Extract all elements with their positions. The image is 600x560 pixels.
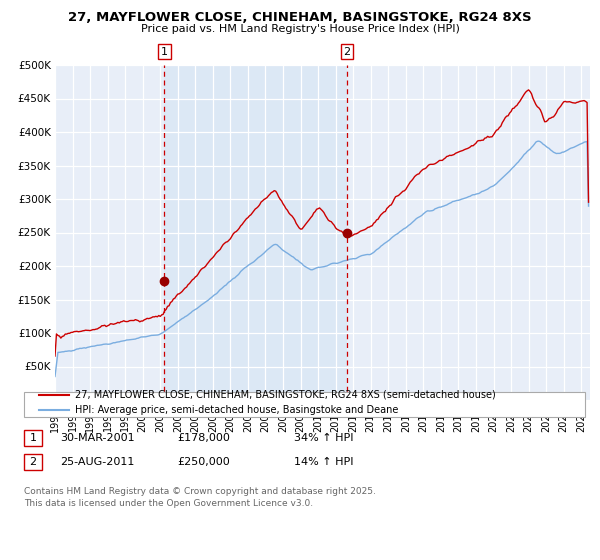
Text: 34% ↑ HPI: 34% ↑ HPI [294, 433, 353, 443]
Bar [164, 65, 347, 400]
Text: £250,000: £250,000 [177, 457, 230, 467]
Text: HPI: Average price, semi-detached house, Basingstoke and Deane: HPI: Average price, semi-detached house,… [75, 405, 398, 415]
Text: 27, MAYFLOWER CLOSE, CHINEHAM, BASINGSTOKE, RG24 8XS (semi-detached house): 27, MAYFLOWER CLOSE, CHINEHAM, BASINGSTO… [75, 390, 496, 399]
Text: 2: 2 [29, 457, 37, 467]
Text: 30-MAR-2001: 30-MAR-2001 [60, 433, 134, 443]
Text: £178,000: £178,000 [177, 433, 230, 443]
Text: Contains HM Land Registry data © Crown copyright and database right 2025.
This d: Contains HM Land Registry data © Crown c… [24, 487, 376, 508]
Text: 25-AUG-2011: 25-AUG-2011 [60, 457, 134, 467]
Text: 1: 1 [161, 46, 168, 57]
Text: 1: 1 [29, 433, 37, 443]
Text: 27, MAYFLOWER CLOSE, CHINEHAM, BASINGSTOKE, RG24 8XS: 27, MAYFLOWER CLOSE, CHINEHAM, BASINGSTO… [68, 11, 532, 24]
Text: 2: 2 [343, 46, 350, 57]
Text: 14% ↑ HPI: 14% ↑ HPI [294, 457, 353, 467]
Text: Price paid vs. HM Land Registry's House Price Index (HPI): Price paid vs. HM Land Registry's House … [140, 24, 460, 34]
